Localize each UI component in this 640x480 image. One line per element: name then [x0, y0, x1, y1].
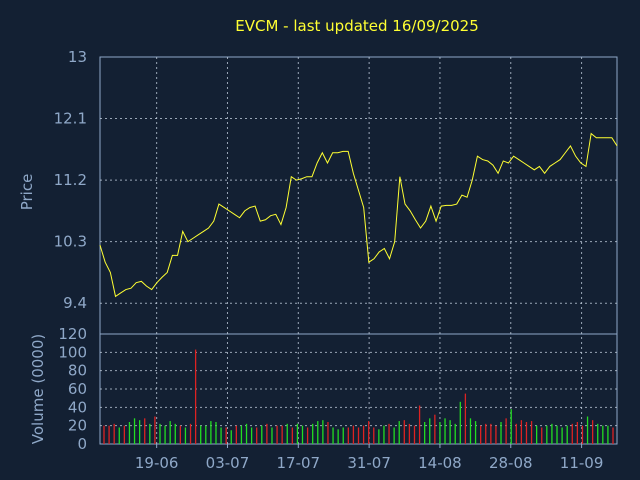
volume-tick-label: 60 — [68, 380, 87, 398]
volume-tick-label: 120 — [58, 325, 87, 343]
x-tick-label: 28-08 — [489, 454, 533, 472]
x-tick-label: 03-07 — [206, 454, 250, 472]
price-tick-label: 11.2 — [54, 171, 87, 189]
price-tick-label: 13 — [68, 48, 87, 66]
price-line — [99, 132, 618, 298]
volume-tick-label: 100 — [58, 343, 87, 361]
volume-tick-label: 40 — [68, 398, 87, 416]
price-line-group — [99, 132, 618, 298]
x-tick-label: 17-07 — [277, 454, 321, 472]
price-tick-label: 10.3 — [54, 233, 87, 251]
volume-bars — [103, 349, 614, 444]
price-panel-frame — [99, 56, 618, 335]
volume-axis-label: Volume (0000) — [29, 334, 47, 444]
volume-tick-label: 80 — [68, 362, 87, 380]
x-tick-label: 14-08 — [418, 454, 462, 472]
grid-lines — [100, 57, 617, 448]
volume-tick-label: 0 — [77, 435, 87, 453]
price-tick-labels: 9.4 10.3 11.2 12.1 13 — [54, 48, 87, 312]
x-tick-label: 31-07 — [347, 454, 391, 472]
price-tick-label: 12.1 — [54, 110, 87, 128]
volume-tick-label: 20 — [68, 417, 87, 435]
x-tick-label: 19-06 — [135, 454, 179, 472]
chart-title: EVCM - last updated 16/09/2025 — [235, 17, 479, 35]
x-tick-label: 11-09 — [560, 454, 604, 472]
price-tick-label: 9.4 — [63, 294, 87, 312]
x-tick-labels: 19-06 03-07 17-07 31-07 14-08 28-08 11-09 — [135, 454, 604, 472]
price-axis-label: Price — [18, 174, 36, 211]
